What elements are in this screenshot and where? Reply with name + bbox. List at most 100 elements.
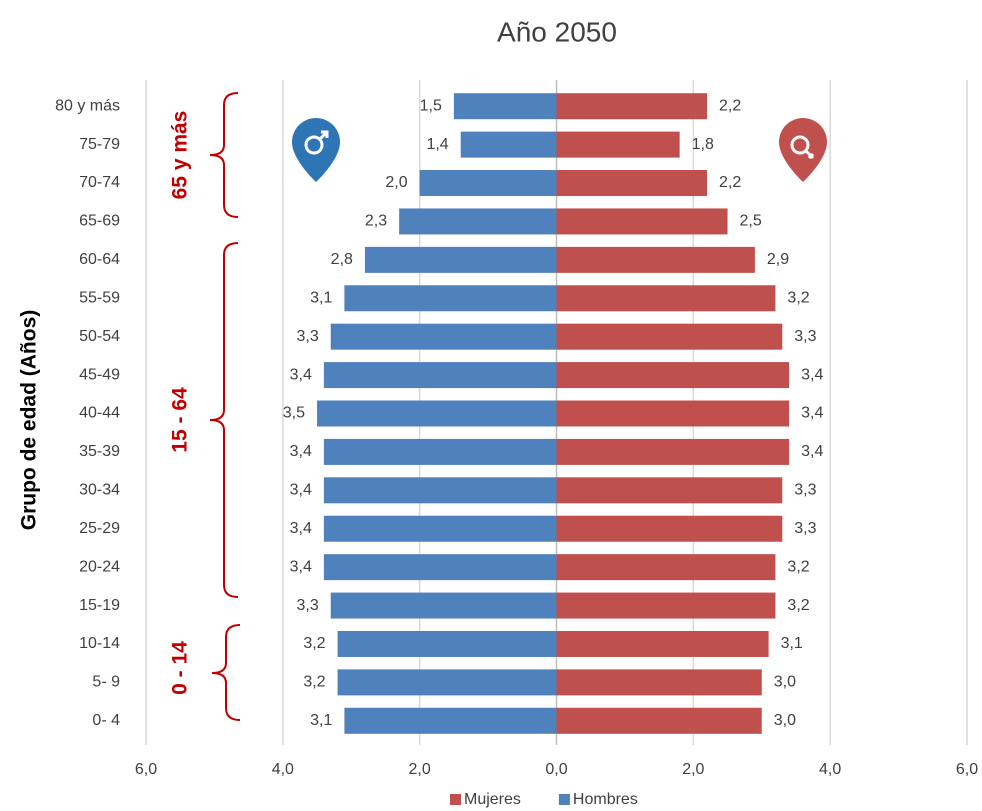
bar xyxy=(556,285,776,312)
bar xyxy=(344,285,557,312)
bar xyxy=(556,630,769,657)
bar xyxy=(556,208,728,235)
data-label: 3,5 xyxy=(283,405,305,422)
data-label: 2,2 xyxy=(719,97,741,114)
bar xyxy=(556,515,783,542)
x-tick-label: 6,0 xyxy=(135,761,157,778)
bar xyxy=(323,515,557,542)
bar xyxy=(460,131,557,158)
bar xyxy=(323,477,557,504)
data-label: 3,1 xyxy=(310,289,332,306)
y-tick-label: 25-29 xyxy=(79,520,120,537)
bar xyxy=(556,477,783,504)
bar xyxy=(556,669,762,696)
bar xyxy=(330,592,557,619)
data-label: 3,4 xyxy=(801,405,823,422)
bar xyxy=(556,592,776,619)
data-label: 3,4 xyxy=(801,443,823,460)
data-label: 3,2 xyxy=(303,674,325,691)
data-label: 3,2 xyxy=(787,597,809,614)
bar xyxy=(337,630,557,657)
bar xyxy=(556,93,708,120)
data-label: 3,2 xyxy=(787,289,809,306)
y-tick-label: 20-24 xyxy=(79,558,120,575)
bar xyxy=(419,170,557,197)
bar xyxy=(556,554,776,581)
annotation: 0 - 14 xyxy=(169,641,192,695)
data-label: 3,3 xyxy=(794,520,816,537)
y-tick-label: 70-74 xyxy=(79,174,120,191)
annotation: 65 y más xyxy=(169,111,192,200)
x-tick-label: 6,0 xyxy=(956,761,978,778)
x-tick-label: 0,0 xyxy=(545,761,567,778)
bar xyxy=(344,707,557,734)
bar xyxy=(323,438,557,465)
data-label: 3,0 xyxy=(774,712,796,729)
data-label: 3,1 xyxy=(310,712,332,729)
data-label: 3,4 xyxy=(801,366,823,383)
annotation: 15 - 64 xyxy=(169,387,192,453)
data-label: 3,3 xyxy=(296,328,318,345)
y-tick-label: 65-69 xyxy=(79,213,120,230)
y-axis-label: Grupo de edad (Años) xyxy=(18,310,41,531)
bar xyxy=(556,707,762,734)
bar xyxy=(556,362,790,389)
y-tick-label: 15-19 xyxy=(79,597,120,614)
y-tick-label: 35-39 xyxy=(79,443,120,460)
data-label: 3,3 xyxy=(794,328,816,345)
data-label: 2,9 xyxy=(767,251,789,268)
bar xyxy=(556,170,708,197)
y-tick-label: 60-64 xyxy=(79,251,120,268)
y-tick-label: 5- 9 xyxy=(92,674,120,691)
brace xyxy=(211,624,241,721)
data-label: 3,4 xyxy=(290,443,312,460)
bar xyxy=(556,131,680,158)
data-label: 3,4 xyxy=(290,482,312,499)
data-label: 3,0 xyxy=(774,674,796,691)
bar xyxy=(556,246,755,273)
y-tick-label: 75-79 xyxy=(79,136,120,153)
y-tick-label: 30-34 xyxy=(79,482,120,499)
data-label: 1,4 xyxy=(426,136,448,153)
brace xyxy=(209,92,239,218)
data-label: 2,5 xyxy=(740,213,762,230)
y-tick-label: 80 y más xyxy=(55,97,120,114)
data-label: 3,2 xyxy=(787,558,809,575)
bar xyxy=(556,400,790,427)
bar xyxy=(337,669,557,696)
bar xyxy=(399,208,557,235)
x-tick-label: 2,0 xyxy=(682,761,704,778)
bar xyxy=(556,323,783,350)
bar xyxy=(317,400,557,427)
data-label: 3,4 xyxy=(290,366,312,383)
y-tick-label: 10-14 xyxy=(79,635,120,652)
bar xyxy=(364,246,557,273)
data-label: 3,3 xyxy=(794,482,816,499)
y-tick-label: 40-44 xyxy=(79,405,120,422)
data-label: 2,2 xyxy=(719,174,741,191)
bar xyxy=(330,323,557,350)
bar xyxy=(556,438,790,465)
brace xyxy=(209,242,239,598)
x-tick-label: 2,0 xyxy=(409,761,431,778)
data-label: 1,8 xyxy=(692,136,714,153)
male-icon xyxy=(292,118,340,182)
data-label: 3,1 xyxy=(781,635,803,652)
y-tick-label: 0- 4 xyxy=(92,712,120,729)
bar xyxy=(323,362,557,389)
data-label: 3,2 xyxy=(303,635,325,652)
y-tick-label: 50-54 xyxy=(79,328,120,345)
x-tick-label: 4,0 xyxy=(272,761,294,778)
data-label: 3,3 xyxy=(296,597,318,614)
legend-label: Mujeres xyxy=(464,791,521,808)
y-tick-label: 45-49 xyxy=(79,366,120,383)
y-tick-label: 55-59 xyxy=(79,289,120,306)
bar xyxy=(453,93,557,120)
x-tick-label: 4,0 xyxy=(819,761,841,778)
data-label: 2,3 xyxy=(365,213,387,230)
data-label: 2,8 xyxy=(331,251,353,268)
data-label: 3,4 xyxy=(290,520,312,537)
data-label: 1,5 xyxy=(420,97,442,114)
data-label: 3,4 xyxy=(290,558,312,575)
